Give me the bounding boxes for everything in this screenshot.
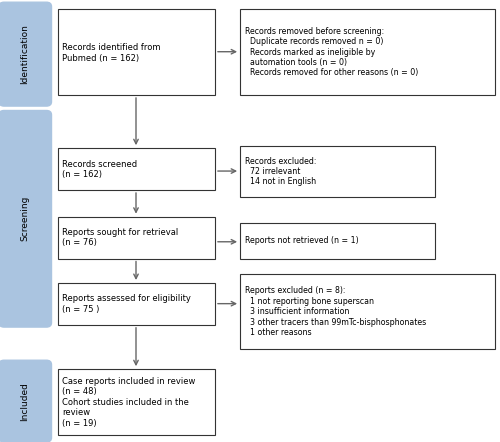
- Text: Reports excluded (n = 8):
  1 not reporting bone superscan
  3 insufficient info: Reports excluded (n = 8): 1 not reportin…: [245, 286, 426, 337]
- FancyBboxPatch shape: [0, 2, 52, 106]
- FancyBboxPatch shape: [58, 9, 215, 95]
- FancyBboxPatch shape: [240, 9, 495, 95]
- FancyBboxPatch shape: [0, 110, 52, 327]
- Text: Screening: Screening: [20, 196, 30, 241]
- FancyBboxPatch shape: [0, 360, 52, 442]
- FancyBboxPatch shape: [58, 369, 215, 435]
- Text: Records screened
(n = 162): Records screened (n = 162): [62, 160, 138, 179]
- FancyBboxPatch shape: [240, 146, 435, 197]
- Text: Case reports included in review
(n = 48)
Cohort studies included in the
review
(: Case reports included in review (n = 48)…: [62, 377, 196, 427]
- FancyBboxPatch shape: [58, 217, 215, 259]
- FancyBboxPatch shape: [58, 283, 215, 325]
- Text: Reports assessed for eligibility
(n = 75 ): Reports assessed for eligibility (n = 75…: [62, 294, 192, 314]
- FancyBboxPatch shape: [58, 148, 215, 190]
- FancyBboxPatch shape: [240, 274, 495, 349]
- Text: Records identified from
Pubmed (n = 162): Records identified from Pubmed (n = 162): [62, 43, 161, 63]
- Text: Reports not retrieved (n = 1): Reports not retrieved (n = 1): [245, 236, 358, 245]
- Text: Records excluded:
  72 irrelevant
  14 not in English: Records excluded: 72 irrelevant 14 not i…: [245, 156, 316, 187]
- Text: Reports sought for retrieval
(n = 76): Reports sought for retrieval (n = 76): [62, 228, 179, 248]
- Text: Records removed before screening:
  Duplicate records removed n = 0)
  Records m: Records removed before screening: Duplic…: [245, 27, 418, 77]
- Text: Included: Included: [20, 382, 30, 420]
- Text: Identification: Identification: [20, 24, 30, 84]
- FancyBboxPatch shape: [240, 223, 435, 259]
